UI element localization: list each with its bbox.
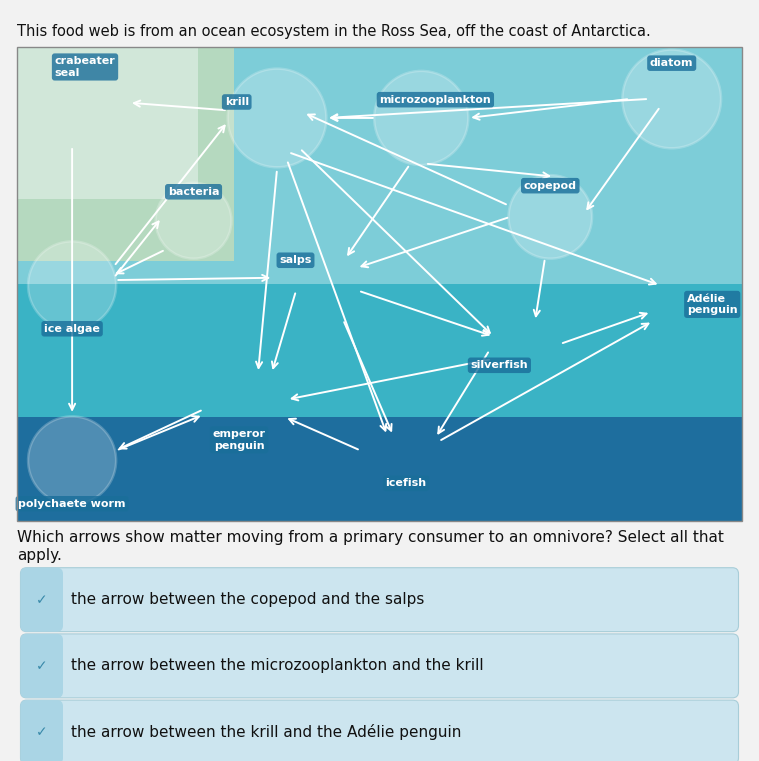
Bar [17,284,742,417]
Bar [17,417,742,521]
Text: icefish: icefish [386,478,427,489]
Text: diatom: diatom [650,58,694,68]
Ellipse shape [28,241,116,330]
Text: silverfish: silverfish [471,360,528,371]
Text: salps: salps [279,255,312,266]
Text: ✓: ✓ [36,593,48,607]
FancyBboxPatch shape [20,700,739,761]
Polygon shape [17,47,198,199]
Ellipse shape [622,49,721,148]
Ellipse shape [374,71,468,165]
FancyBboxPatch shape [20,568,63,632]
Text: microzooplankton: microzooplankton [380,94,491,105]
Ellipse shape [509,175,592,259]
FancyBboxPatch shape [20,634,63,698]
Text: copepod: copepod [524,180,577,191]
Polygon shape [17,47,235,260]
Text: polychaete worm: polychaete worm [18,498,126,509]
Text: bacteria: bacteria [168,186,219,197]
Ellipse shape [28,416,116,505]
FancyBboxPatch shape [20,700,63,761]
Text: emperor
penguin: emperor penguin [213,429,266,451]
Ellipse shape [156,183,231,259]
Text: Adélie
penguin: Adélie penguin [687,294,738,315]
Text: the arrow between the krill and the Adélie penguin: the arrow between the krill and the Adél… [71,724,461,740]
Text: This food web is from an ocean ecosystem in the Ross Sea, off the coast of Antar: This food web is from an ocean ecosystem… [17,24,650,40]
FancyBboxPatch shape [20,634,739,698]
Text: the arrow between the copepod and the salps: the arrow between the copepod and the sa… [71,592,424,607]
Text: crabeater
seal: crabeater seal [55,56,115,78]
Bar [17,47,742,521]
Bar [17,47,742,284]
Text: ice algae: ice algae [44,323,100,334]
Text: krill: krill [225,97,249,107]
Ellipse shape [228,68,326,167]
Text: Which arrows show matter moving from a primary consumer to an omnivore? Select a: Which arrows show matter moving from a p… [17,530,723,563]
Text: ✓: ✓ [36,725,48,739]
Text: ✓: ✓ [36,659,48,673]
Text: the arrow between the microzooplankton and the krill: the arrow between the microzooplankton a… [71,658,483,673]
FancyBboxPatch shape [20,568,739,632]
